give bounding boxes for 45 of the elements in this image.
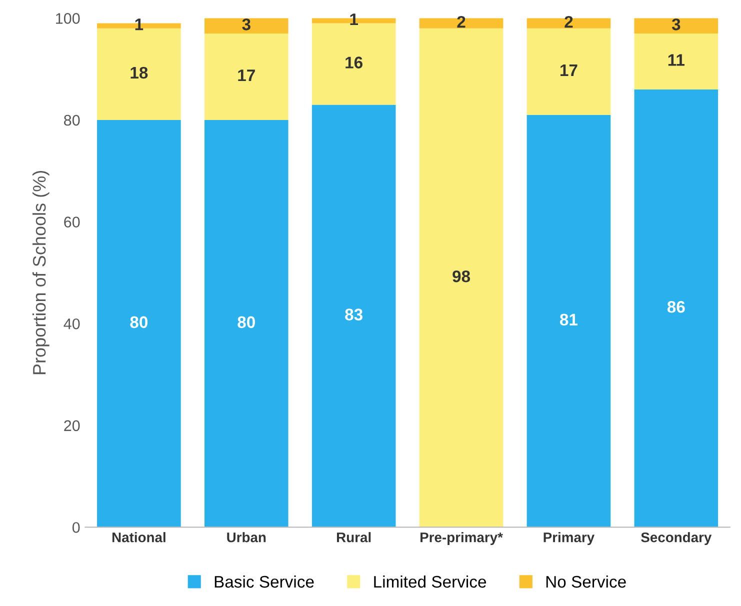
- data-label: 80: [130, 316, 148, 328]
- bar: [526, 28, 611, 115]
- x-tick-label: Primary: [544, 532, 595, 546]
- data-label: 11: [668, 54, 685, 66]
- data-label: 17: [238, 70, 255, 82]
- x-tick-label: Urban: [227, 532, 266, 542]
- bar: [634, 33, 718, 90]
- data-label: 2: [457, 16, 466, 28]
- data-label: 86: [667, 301, 685, 313]
- bar: [312, 23, 396, 105]
- legend-label: No Service: [546, 575, 626, 588]
- x-tick-label: National: [112, 532, 166, 542]
- data-label: 81: [560, 314, 578, 326]
- bar: [312, 104, 396, 528]
- y-tick-label: 20: [64, 420, 80, 432]
- data-label: 3: [672, 18, 680, 30]
- y-tick-label: 80: [64, 114, 80, 126]
- y-tick-label: 40: [64, 318, 80, 330]
- data-label: 2: [564, 16, 573, 28]
- y-tick-label: 0: [72, 522, 80, 533]
- data-label: 18: [130, 66, 148, 79]
- x-tick-label: Secondary: [641, 532, 712, 546]
- legend-label: Basic Service: [214, 575, 314, 588]
- bar: [204, 18, 288, 34]
- data-label: 17: [560, 64, 578, 76]
- bar: [419, 18, 504, 28]
- legend-label: Limited Service: [374, 575, 486, 588]
- bar: [419, 28, 504, 528]
- y-tick-label: 100: [56, 13, 80, 24]
- data-label: 80: [238, 316, 255, 328]
- data-label: 98: [452, 270, 470, 282]
- bar: [204, 120, 288, 528]
- data-label: 3: [242, 18, 250, 30]
- x-tick-label: Pre-primary*: [420, 532, 503, 546]
- bar: [634, 89, 718, 528]
- y-tick-label: 60: [64, 216, 80, 228]
- data-label: 16: [346, 56, 362, 68]
- bar: [204, 33, 288, 120]
- bar: [97, 120, 181, 528]
- bar: [526, 18, 611, 28]
- x-tick-label: Rural: [337, 532, 371, 542]
- bar: [634, 18, 718, 34]
- bar: [526, 114, 611, 528]
- y-axis-title: Proportion of Schools (%): [32, 170, 50, 374]
- data-label: 83: [345, 308, 362, 320]
